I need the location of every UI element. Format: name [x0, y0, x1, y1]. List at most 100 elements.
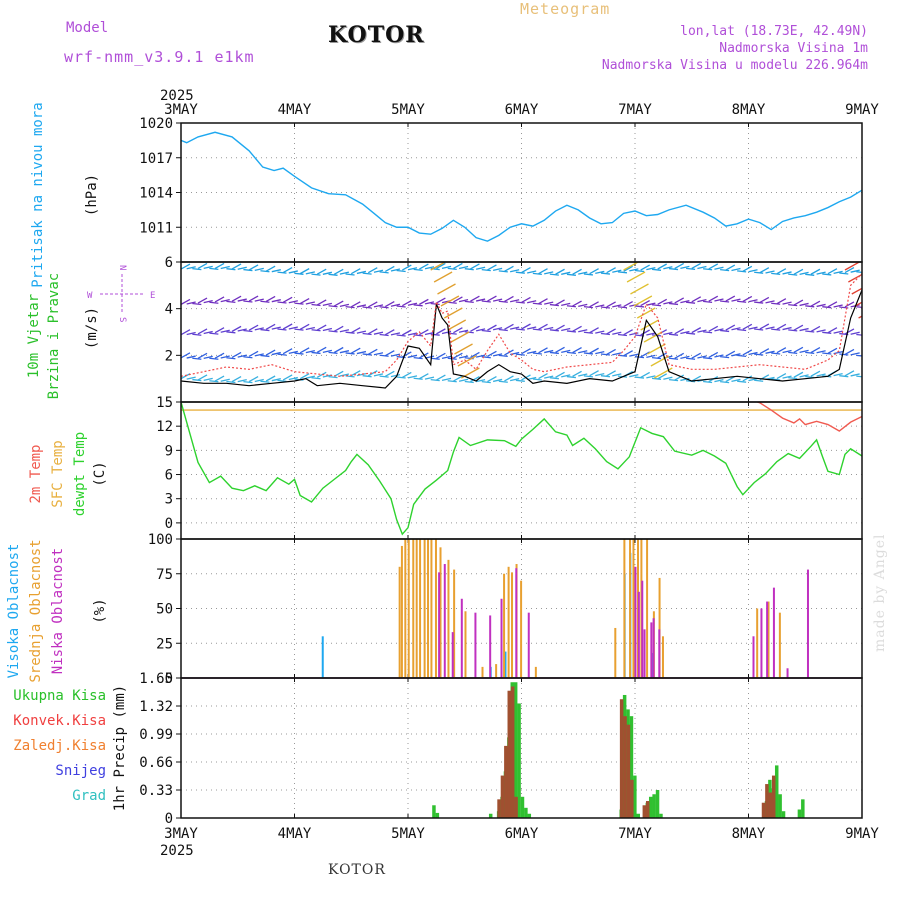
wind-barb	[816, 350, 826, 354]
wind-barb	[691, 327, 702, 334]
wind-barb	[186, 355, 196, 359]
wind-barb	[453, 296, 463, 303]
wind-barb	[850, 373, 860, 377]
wind-barb	[260, 300, 270, 303]
wind-barb	[367, 301, 378, 308]
wind-barb	[844, 328, 855, 335]
wind-barb	[788, 303, 798, 307]
year-label-top: 2025	[160, 88, 194, 104]
product-title: Meteogram	[520, 0, 611, 18]
low-cloud-bar	[650, 622, 653, 678]
wind-barb	[237, 379, 247, 383]
wind-barb	[260, 380, 270, 383]
ytick-label: 12	[156, 419, 173, 435]
wind-barb	[606, 328, 616, 335]
wind-barb	[788, 377, 798, 380]
wind-barb	[260, 354, 270, 358]
wind-barb	[362, 353, 372, 356]
wind-barb	[646, 354, 656, 358]
wind-barb	[869, 344, 887, 354]
wind-barb	[595, 304, 605, 308]
wind-barb	[492, 267, 503, 272]
wind-barb	[549, 377, 559, 380]
wind-barb	[810, 370, 821, 377]
wind-barb	[464, 380, 474, 384]
wind-barb	[220, 355, 230, 359]
wind-barb	[288, 350, 298, 355]
wind-barb	[379, 354, 389, 357]
wind-barb	[436, 352, 446, 359]
wind-barb	[851, 287, 862, 295]
total-precip-bar	[432, 805, 436, 818]
wind-barb	[765, 300, 775, 304]
convective-precip-bar	[645, 801, 650, 818]
wind-barb	[737, 270, 747, 273]
wind-barb	[515, 379, 525, 382]
wind-barb	[549, 303, 559, 307]
wind-barb	[231, 295, 242, 302]
wind-barb	[742, 323, 753, 330]
wind-barb	[373, 304, 384, 308]
ytick-label: 0	[165, 671, 173, 687]
wind-barb	[413, 268, 423, 271]
wind-barb	[833, 373, 843, 377]
wind-barb	[759, 348, 770, 355]
wind-barb	[379, 271, 389, 274]
ytick-label: 2	[165, 348, 173, 364]
wind-barb	[697, 265, 707, 270]
wind-barb	[606, 348, 616, 355]
wind-barb	[810, 268, 821, 275]
wind-barb	[805, 305, 815, 308]
wind-barb	[697, 329, 707, 333]
wind-barb	[748, 351, 758, 356]
wind-barb	[737, 328, 747, 332]
wind-barb	[475, 266, 486, 270]
wind-barb	[197, 262, 208, 270]
wind-barb	[725, 264, 736, 271]
wind-barb	[646, 332, 656, 336]
wind-barb	[839, 375, 849, 378]
wind-barb	[424, 376, 435, 380]
wind-barb	[339, 373, 350, 377]
total-precip-bar	[527, 813, 532, 818]
wind-barb	[634, 305, 645, 308]
total-precip-bar	[655, 790, 660, 818]
wind-barb	[498, 300, 508, 303]
convective-precip-bar	[765, 784, 769, 818]
xtick-label-bottom: 8MAY	[732, 826, 766, 842]
wind-barb	[362, 332, 372, 336]
wind-barb	[583, 352, 593, 355]
wind-barb	[265, 375, 276, 382]
wind-barb	[629, 268, 639, 272]
wind-barb	[578, 350, 588, 354]
wind-barb	[226, 380, 236, 384]
wind-barb	[765, 350, 775, 354]
wind-barb	[311, 329, 321, 332]
convective-precip-bar	[626, 724, 631, 818]
wind-barb	[850, 352, 860, 356]
wind-barb	[333, 268, 344, 275]
wind-barb	[413, 377, 423, 380]
wind-barb	[447, 319, 467, 331]
cloud-unit: (%)	[92, 598, 108, 623]
wind-barb	[595, 270, 605, 275]
mid-cloud-bar	[623, 539, 626, 678]
ytick-label: 9	[165, 443, 173, 459]
wind-barb	[742, 349, 753, 356]
wind-barb	[839, 272, 849, 275]
wind-barb	[231, 376, 242, 383]
wind-barb	[686, 267, 696, 270]
wind-barb	[248, 324, 259, 331]
wind-barb	[197, 328, 208, 335]
wind-barb	[561, 349, 571, 353]
wind-barb	[876, 368, 894, 378]
wind-barb	[532, 272, 542, 275]
convective-precip-bar	[771, 775, 776, 818]
wind-barb	[203, 300, 213, 304]
wind-barb	[481, 300, 491, 303]
precip-legend-item: Grad	[72, 788, 106, 804]
wind-barb	[674, 352, 685, 359]
wind-barb	[827, 268, 838, 275]
ytick-label: 4	[165, 302, 173, 318]
mid-cloud-bar	[415, 539, 418, 678]
